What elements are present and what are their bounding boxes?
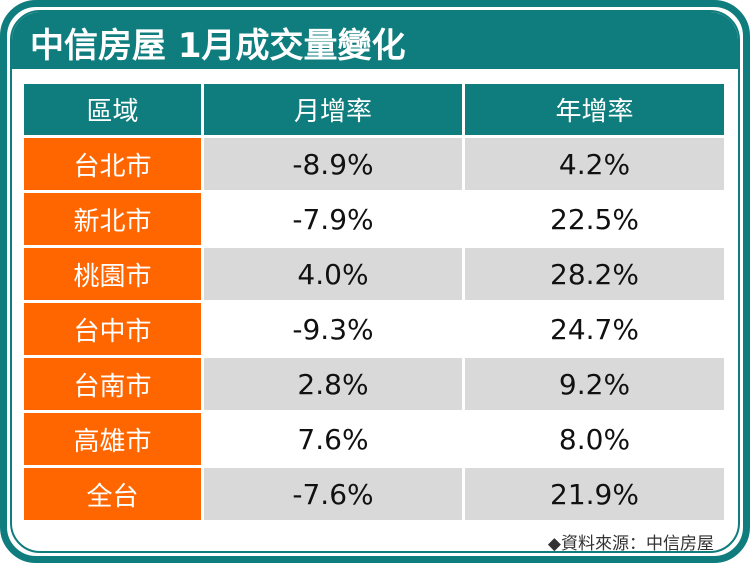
yoy-cell: 21.9% — [465, 468, 724, 520]
yoy-cell: 28.2% — [465, 248, 724, 300]
table-row-total: 全台 -7.6% 21.9% — [24, 468, 724, 520]
mom-cell: -7.6% — [204, 468, 462, 520]
region-cell: 台中市 — [24, 303, 201, 355]
mom-cell: -8.9% — [204, 138, 462, 190]
table-row: 台南市 2.8% 9.2% — [24, 358, 724, 410]
mom-cell: -9.3% — [204, 303, 462, 355]
source-note: ◆資料來源：中信房屋 — [547, 534, 714, 554]
yoy-cell: 24.7% — [465, 303, 724, 355]
region-cell: 全台 — [24, 468, 201, 520]
yoy-cell: 8.0% — [465, 413, 724, 465]
title-bar: 中信房屋 1月成交量變化 — [12, 12, 738, 69]
mom-cell: 7.6% — [204, 413, 462, 465]
region-cell: 台北市 — [24, 138, 201, 190]
mom-cell: 4.0% — [204, 248, 462, 300]
table-row: 桃園市 4.0% 28.2% — [24, 248, 724, 300]
table-header-row: 區域 月增率 年增率 — [24, 84, 724, 135]
region-cell: 高雄市 — [24, 413, 201, 465]
data-table: 區域 月增率 年增率 台北市 -8.9% 4.2% 新北市 -7.9% 22.5… — [24, 84, 724, 523]
table-row: 台北市 -8.9% 4.2% — [24, 138, 724, 190]
region-cell: 桃園市 — [24, 248, 201, 300]
table-row: 高雄市 7.6% 8.0% — [24, 413, 724, 465]
header-region: 區域 — [24, 84, 201, 135]
yoy-cell: 22.5% — [465, 193, 724, 245]
table-row: 台中市 -9.3% 24.7% — [24, 303, 724, 355]
yoy-cell: 9.2% — [465, 358, 724, 410]
yoy-cell: 4.2% — [465, 138, 724, 190]
mom-cell: -7.9% — [204, 193, 462, 245]
page-title: 中信房屋 1月成交量變化 — [30, 26, 406, 66]
region-cell: 新北市 — [24, 193, 201, 245]
header-mom: 月增率 — [204, 84, 462, 135]
infographic-inner-border: 中信房屋 1月成交量變化 — [10, 10, 740, 553]
mom-cell: 2.8% — [204, 358, 462, 410]
region-cell: 台南市 — [24, 358, 201, 410]
header-yoy: 年增率 — [465, 84, 724, 135]
table-row: 新北市 -7.9% 22.5% — [24, 193, 724, 245]
